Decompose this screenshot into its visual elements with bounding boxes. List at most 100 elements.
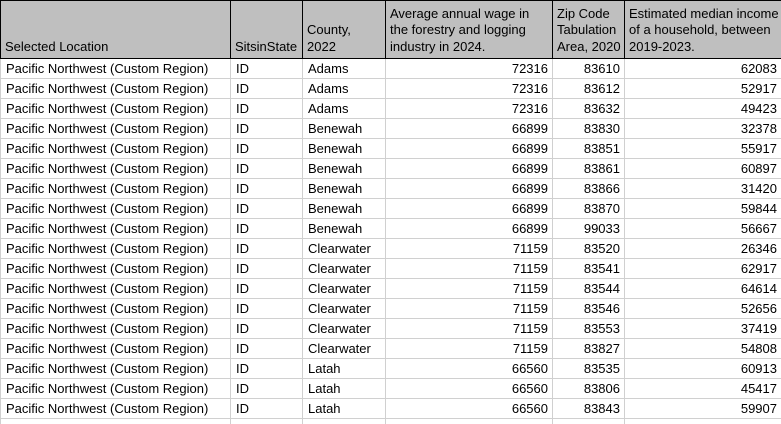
table-cell[interactable]: 66899	[385, 138, 553, 159]
table-cell[interactable]: 83553	[552, 318, 625, 339]
table-cell[interactable]: ID	[230, 218, 303, 239]
table-cell[interactable]: ID	[230, 258, 303, 279]
table-cell[interactable]: Pacific Northwest (Custom Region)	[0, 118, 231, 139]
table-cell[interactable]: 54808	[624, 338, 781, 359]
table-cell[interactable]: Pacific Northwest (Custom Region)	[0, 238, 231, 259]
table-cell[interactable]: 83610	[552, 58, 625, 79]
table-cell[interactable]: ID	[230, 338, 303, 359]
table-cell[interactable]	[552, 418, 625, 424]
table-cell[interactable]: Clearwater	[302, 298, 386, 319]
table-cell[interactable]: Clearwater	[302, 278, 386, 299]
table-cell[interactable]: ID	[230, 238, 303, 259]
table-cell[interactable]: ID	[230, 98, 303, 119]
table-cell[interactable]: Pacific Northwest (Custom Region)	[0, 378, 231, 399]
table-cell[interactable]: 99033	[552, 218, 625, 239]
table-cell[interactable]: 72316	[385, 78, 553, 99]
table-cell[interactable]: 83520	[552, 238, 625, 259]
table-cell[interactable]: Clearwater	[302, 238, 386, 259]
table-cell[interactable]	[624, 418, 781, 424]
table-cell[interactable]: 66899	[385, 118, 553, 139]
table-cell[interactable]: Pacific Northwest (Custom Region)	[0, 58, 231, 79]
table-cell[interactable]: Latah	[302, 398, 386, 419]
table-cell[interactable]: Pacific Northwest (Custom Region)	[0, 98, 231, 119]
table-cell[interactable]: 83866	[552, 178, 625, 199]
table-cell[interactable]: Latah	[302, 358, 386, 379]
table-cell[interactable]: ID	[230, 298, 303, 319]
table-cell[interactable]: 66560	[385, 398, 553, 419]
table-cell[interactable]: 66560	[385, 378, 553, 399]
table-cell[interactable]: 71159	[385, 238, 553, 259]
table-cell[interactable]: ID	[230, 398, 303, 419]
table-cell[interactable]: Benewah	[302, 198, 386, 219]
table-cell[interactable]: 83843	[552, 398, 625, 419]
table-cell[interactable]: 83806	[552, 378, 625, 399]
table-cell[interactable]: 37419	[624, 318, 781, 339]
table-cell[interactable]	[385, 418, 553, 424]
table-cell[interactable]: Benewah	[302, 118, 386, 139]
table-cell[interactable]: Benewah	[302, 138, 386, 159]
table-cell[interactable]	[230, 418, 303, 424]
table-cell[interactable]: Pacific Northwest (Custom Region)	[0, 78, 231, 99]
table-cell[interactable]	[0, 418, 231, 424]
table-cell[interactable]: 83544	[552, 278, 625, 299]
table-cell[interactable]: Pacific Northwest (Custom Region)	[0, 198, 231, 219]
table-cell[interactable]: 83541	[552, 258, 625, 279]
table-cell[interactable]: Pacific Northwest (Custom Region)	[0, 298, 231, 319]
table-cell[interactable]: Pacific Northwest (Custom Region)	[0, 338, 231, 359]
header-median-income[interactable]: Estimated median income of a household, …	[624, 0, 781, 59]
table-cell[interactable]: Adams	[302, 78, 386, 99]
table-cell[interactable]: Adams	[302, 58, 386, 79]
table-cell[interactable]: Pacific Northwest (Custom Region)	[0, 358, 231, 379]
table-cell[interactable]: 83546	[552, 298, 625, 319]
table-cell[interactable]: 45417	[624, 378, 781, 399]
table-cell[interactable]	[302, 418, 386, 424]
table-cell[interactable]: 71159	[385, 298, 553, 319]
table-cell[interactable]: ID	[230, 58, 303, 79]
table-cell[interactable]: 59907	[624, 398, 781, 419]
table-cell[interactable]: Adams	[302, 98, 386, 119]
table-cell[interactable]: 83612	[552, 78, 625, 99]
table-cell[interactable]: 83632	[552, 98, 625, 119]
table-cell[interactable]: Pacific Northwest (Custom Region)	[0, 398, 231, 419]
table-cell[interactable]: Pacific Northwest (Custom Region)	[0, 178, 231, 199]
header-sitsinstate[interactable]: SitsinState	[230, 0, 303, 59]
table-cell[interactable]: Benewah	[302, 158, 386, 179]
table-cell[interactable]: ID	[230, 138, 303, 159]
header-selected-location[interactable]: Selected Location	[0, 0, 231, 59]
table-cell[interactable]: ID	[230, 318, 303, 339]
table-cell[interactable]: 83861	[552, 158, 625, 179]
table-cell[interactable]: Pacific Northwest (Custom Region)	[0, 318, 231, 339]
table-cell[interactable]: ID	[230, 358, 303, 379]
table-cell[interactable]: 83830	[552, 118, 625, 139]
header-avg-annual-wage[interactable]: Average annual wage in the forestry and …	[385, 0, 553, 59]
table-cell[interactable]: ID	[230, 158, 303, 179]
table-cell[interactable]: 26346	[624, 238, 781, 259]
table-cell[interactable]: Pacific Northwest (Custom Region)	[0, 258, 231, 279]
table-cell[interactable]: Pacific Northwest (Custom Region)	[0, 138, 231, 159]
table-cell[interactable]: 66899	[385, 218, 553, 239]
table-cell[interactable]: 66899	[385, 158, 553, 179]
table-cell[interactable]: Clearwater	[302, 318, 386, 339]
table-cell[interactable]: 62917	[624, 258, 781, 279]
header-county-2022[interactable]: County, 2022	[302, 0, 386, 59]
table-cell[interactable]: ID	[230, 198, 303, 219]
table-cell[interactable]: 83827	[552, 338, 625, 359]
table-cell[interactable]: 66899	[385, 198, 553, 219]
header-zcta-2020[interactable]: Zip Code Tabulation Area, 2020	[552, 0, 625, 59]
table-cell[interactable]: 64614	[624, 278, 781, 299]
table-cell[interactable]: 66560	[385, 358, 553, 379]
table-cell[interactable]: 49423	[624, 98, 781, 119]
table-cell[interactable]: 60897	[624, 158, 781, 179]
table-cell[interactable]: 71159	[385, 278, 553, 299]
table-cell[interactable]: Latah	[302, 378, 386, 399]
table-cell[interactable]: 59844	[624, 198, 781, 219]
table-cell[interactable]: Benewah	[302, 178, 386, 199]
table-cell[interactable]: 83535	[552, 358, 625, 379]
table-cell[interactable]: 66899	[385, 178, 553, 199]
table-cell[interactable]: Pacific Northwest (Custom Region)	[0, 278, 231, 299]
table-cell[interactable]: Benewah	[302, 218, 386, 239]
table-cell[interactable]: ID	[230, 78, 303, 99]
table-cell[interactable]: 71159	[385, 258, 553, 279]
table-cell[interactable]: 62083	[624, 58, 781, 79]
table-cell[interactable]: Pacific Northwest (Custom Region)	[0, 158, 231, 179]
